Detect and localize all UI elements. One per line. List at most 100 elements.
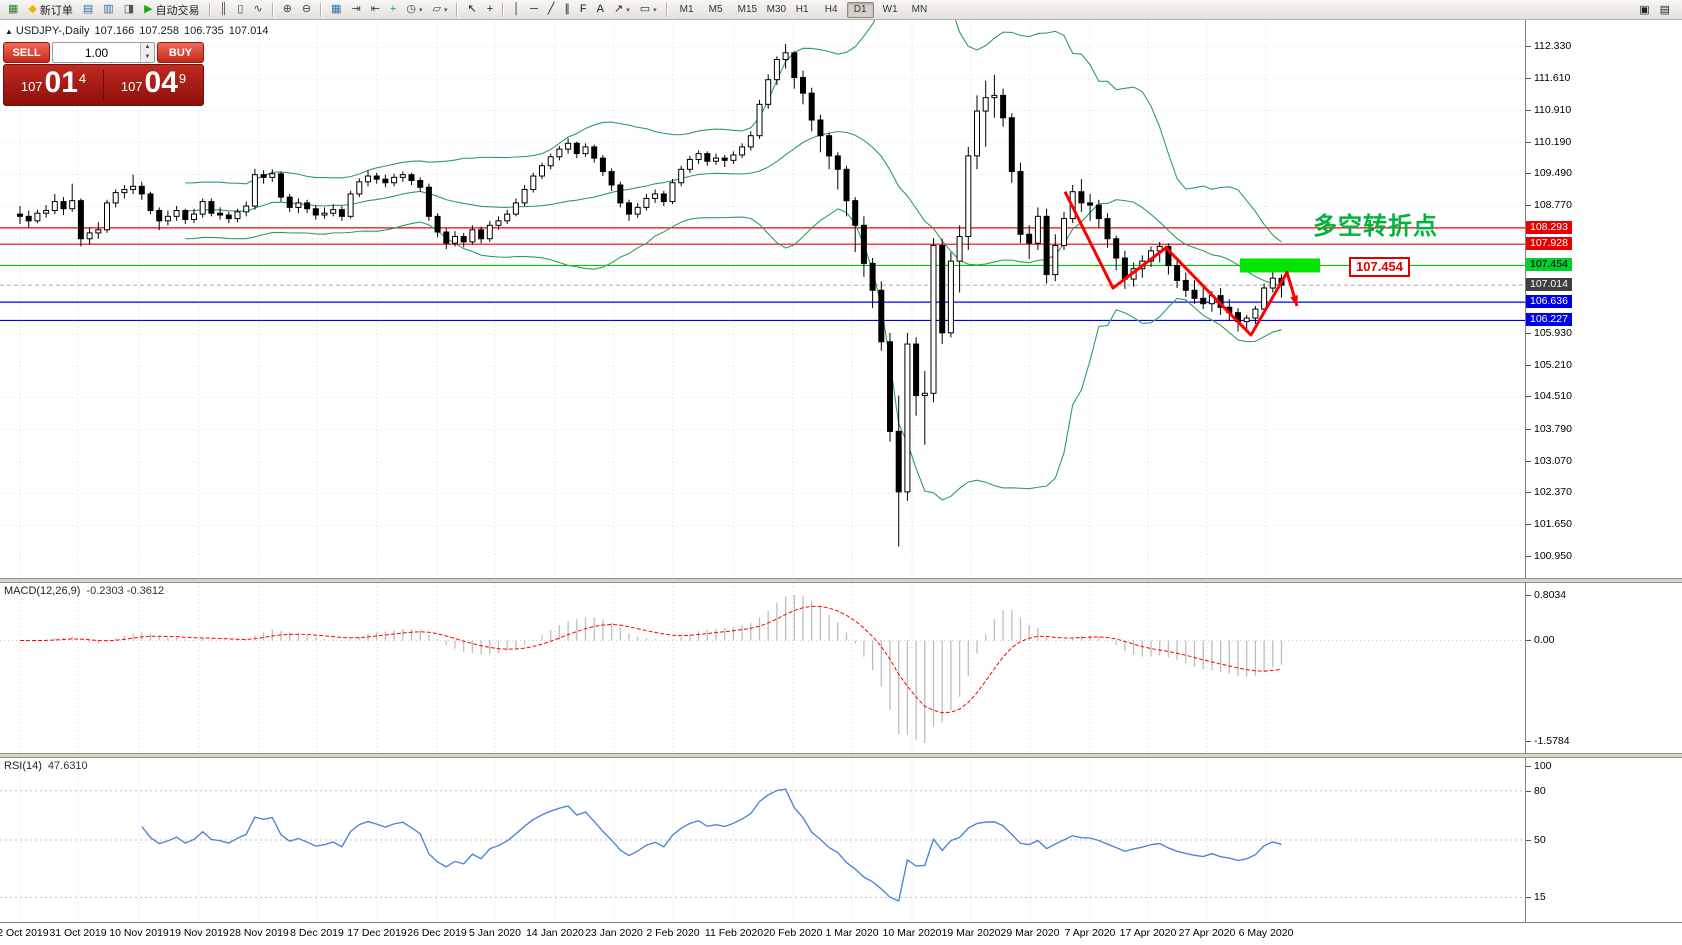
chart-shift-icon: ⇤ (370, 3, 380, 15)
volume-decrease-button[interactable]: ▼ (141, 52, 154, 62)
macd-scale-bottom: -1.5784 (1526, 735, 1570, 747)
date-axis-label: 29 Mar 2020 (1000, 927, 1060, 939)
ohlc-bars-icon: ║ (219, 3, 228, 15)
volume-field-wrap: ▲ ▼ (52, 42, 155, 63)
new-order-button-label: 新订单 (39, 4, 73, 17)
timeframe-h1-button[interactable]: H1 (789, 2, 816, 18)
turning-point-annotation[interactable]: 多空转折点 (1313, 213, 1438, 240)
chart-window-icon[interactable]: ▤ (79, 1, 97, 18)
fibonacci-icon: F (579, 3, 587, 15)
channel-icon: ∥ (564, 3, 570, 15)
macd-signal-line (19, 605, 1282, 714)
chart-shift-icon[interactable]: ⇤ (367, 1, 384, 18)
trend-zigzag-annotation[interactable] (1063, 191, 1299, 337)
crosshair-icon[interactable]: + (483, 1, 497, 18)
auto-scroll-icon[interactable]: ⇥ (347, 1, 364, 18)
cursor-icon[interactable]: ↖ (463, 1, 480, 18)
price-divider (103, 70, 104, 100)
timeframe-w1-button[interactable]: W1 (876, 2, 903, 18)
pivot-highlight-box[interactable] (1240, 258, 1320, 273)
horizontal-line-icon[interactable]: ─ (526, 1, 542, 18)
ohlc-open: 107.166 (94, 25, 135, 37)
rsi-canvas[interactable] (0, 758, 1525, 922)
terminal-icon[interactable]: ▦ (4, 1, 22, 18)
buy-price-sup: 9 (178, 71, 187, 86)
panel-divider[interactable] (0, 578, 1682, 583)
arrows-tool-icon[interactable]: ↗ ▾ (610, 1, 634, 18)
indicators-icon[interactable]: + (386, 1, 400, 18)
date-axis-label: 31 Oct 2019 (49, 927, 107, 939)
timeframe-m30-button[interactable]: M30 (760, 2, 787, 18)
price-axis-label: 104.510 (1526, 390, 1572, 403)
timeframe-m15-button[interactable]: M15 (731, 2, 758, 18)
auto-trading-button[interactable]: ▶ 自动交易 (140, 1, 203, 18)
timeframe-h4-button[interactable]: H4 (818, 2, 845, 18)
channel-icon[interactable]: ∥ (560, 1, 574, 18)
toolbar-separator (271, 2, 274, 17)
bollinger-lower-line (185, 208, 1282, 501)
terminal-icon: ▦ (8, 3, 19, 15)
ohlc-low: 106.735 (184, 25, 224, 37)
ohlc-bars-icon[interactable]: ║ (216, 1, 232, 18)
price-axis-label-red: 107.928 (1526, 237, 1572, 251)
date-axis-label: 10 Nov 2019 (109, 927, 169, 939)
templates-icon[interactable]: ▱ ▾ (428, 1, 451, 18)
date-axis-label: 11 Feb 2020 (704, 927, 764, 939)
date-axis-label: 20 Feb 2020 (763, 927, 823, 939)
main-chart-canvas[interactable] (0, 18, 1525, 580)
price-axis-label: 102.370 (1526, 486, 1572, 499)
vertical-line-icon[interactable]: │ (509, 1, 524, 18)
panel-divider[interactable] (0, 753, 1682, 758)
window-arrange-icon[interactable]: ▤ (1656, 1, 1674, 18)
timeframe-d1-button[interactable]: D1 (846, 1, 874, 18)
rsi-line (141, 788, 1282, 902)
sell-price[interactable]: 107 01 4 (4, 68, 103, 102)
chevron-down-icon: ▾ (418, 6, 423, 14)
chart-window-icon: ▤ (82, 3, 94, 15)
periods-icon[interactable]: ◷ ▾ (402, 1, 426, 18)
data-window-icon[interactable]: ▣ (1635, 1, 1653, 18)
zoom-out-icon[interactable]: ⊖ (298, 1, 315, 18)
candlestick-icon[interactable]: ▯ (233, 1, 247, 18)
volume-spinner: ▲ ▼ (140, 43, 154, 62)
zoom-in-icon[interactable]: ⊕ (279, 1, 296, 18)
buy-price[interactable]: 107 04 9 (104, 68, 203, 102)
price-axis[interactable]: 112.330 111.610 110.910 110.190 109.490 108.7… (1525, 18, 1682, 922)
sell-button[interactable]: SELL (3, 42, 50, 63)
horizontal-level-lines[interactable] (0, 227, 1525, 322)
line-chart-icon[interactable]: ∿ (249, 1, 266, 18)
candlestick-icon: ▯ (237, 3, 244, 15)
market-watch-icon[interactable]: ◨ (120, 1, 138, 18)
timeframe-mn-button[interactable]: MN (905, 2, 932, 18)
rsi-name: RSI(14) (4, 760, 42, 772)
date-axis-divider (0, 922, 1682, 923)
toolbar-separator (502, 2, 505, 17)
chevron-down-icon: ▾ (653, 6, 657, 14)
text-icon[interactable]: A (593, 1, 608, 18)
macd-canvas[interactable] (0, 583, 1525, 755)
templates-icon: ▱ (432, 3, 441, 15)
timeframe-m1-button[interactable]: M1 (673, 2, 700, 18)
pivot-price-tag[interactable]: 107.454 (1349, 257, 1410, 277)
price-axis-label-dark: 107.014 (1526, 278, 1572, 292)
periods-icon: ◷ (406, 3, 416, 15)
market-watch-icon: ◨ (123, 3, 135, 15)
expander-icon[interactable]: ▲ (5, 27, 13, 36)
new-order-button[interactable]: ◆ 新订单 (24, 1, 76, 18)
date-axis-label: 19 Mar 2020 (941, 927, 1001, 939)
tile-windows-icon[interactable]: ▦ (327, 1, 345, 18)
timeframe-m5-button[interactable]: M5 (702, 2, 729, 18)
indicators-icon: + (389, 3, 397, 15)
arrows-tool-icon: ↗ (614, 3, 624, 15)
cursor-icon: ↖ (467, 3, 477, 15)
trendline-icon[interactable]: ╱ (544, 1, 559, 18)
toolbar-separator (456, 2, 459, 17)
volume-input[interactable] (53, 43, 140, 62)
buy-button[interactable]: BUY (157, 42, 204, 63)
volume-increase-button[interactable]: ▲ (141, 43, 154, 53)
date-axis-label: 1 Mar 2020 (825, 927, 879, 939)
shapes-icon[interactable]: ▭ ▾ (636, 1, 661, 18)
fibonacci-icon[interactable]: F (576, 1, 591, 18)
profiles-icon[interactable]: ▥ (99, 1, 117, 18)
